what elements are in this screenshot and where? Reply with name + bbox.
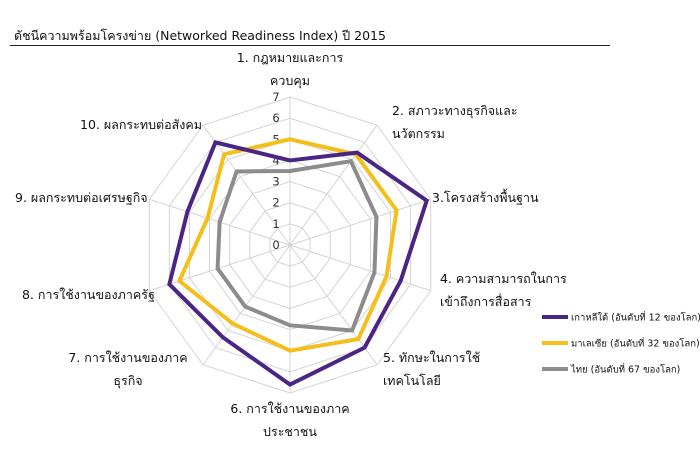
- grid-spoke: [289, 198, 431, 246]
- category-label: 9. ผลกระทบต่อเศรษฐกิจ: [15, 190, 148, 205]
- category-label: 1. กฎหมายและการควบคุม: [237, 50, 344, 89]
- category-label-line: 10. ผลกระทบต่อสังคม: [80, 117, 202, 132]
- category-label: 4. ความสามารถในการเข้าถึงการสื่อสาร: [440, 271, 567, 309]
- category-label-line: 4. ความสามารถในการ: [440, 271, 567, 286]
- category-label: 2. สภาวะทางธุรกิจและนวัตกรรม: [392, 103, 518, 141]
- category-label-line: เทคโนโลยี: [383, 373, 441, 388]
- legend-label: ไทย (อันดับที่ 67 ของโลก): [570, 363, 680, 376]
- grid-spoke: [202, 124, 291, 246]
- category-label-line: 3.โครงสร้างพื้นฐาน: [432, 188, 539, 205]
- tick-label: 7: [272, 90, 279, 104]
- category-label: 6. การใช้งานของภาคประชาชน: [230, 401, 349, 439]
- category-label: 5. ทักษะในการใช้เทคโนโลยี: [383, 350, 480, 388]
- tick-label: 4: [272, 153, 279, 167]
- category-labels: 1. กฎหมายและการควบคุม 2. สภาวะทางธุรกิจแล…: [15, 50, 567, 439]
- series-line: [167, 140, 430, 387]
- legend-label: เกาหลีใต้ (อันดับที่ 12 ของโลก): [571, 311, 700, 324]
- tick-label: 0: [272, 238, 279, 252]
- category-label-line: 7. การใช้งานของภาค: [68, 350, 187, 365]
- series-line: [215, 158, 379, 333]
- category-label-line: 6. การใช้งานของภาค: [230, 401, 349, 416]
- category-label-line: 1. กฎหมายและการ: [237, 50, 344, 65]
- radial-tick-labels: 0 1 2 3 4 5 6 7: [272, 90, 279, 252]
- grid-spoke: [289, 244, 431, 292]
- chart-title: ดัชนีความพร้อมโครงข่าย (Networked Readin…: [14, 28, 386, 43]
- legend: เกาหลีใต้ (อันดับที่ 12 ของโลก) มาเลเซีย …: [542, 311, 700, 376]
- tick-label: 6: [272, 111, 279, 125]
- category-label: 10. ผลกระทบต่อสังคม: [80, 117, 202, 132]
- category-label-line: 8. การใช้งานของภาครัฐ: [22, 287, 155, 302]
- tick-label: 3: [272, 175, 279, 189]
- category-label-line: 2. สภาวะทางธุรกิจและ: [392, 103, 518, 119]
- category-label-line: ประชาชน: [263, 424, 317, 439]
- radar-series: [167, 137, 430, 387]
- category-label: 7. การใช้งานของภาคธุรกิจ: [68, 350, 187, 389]
- category-label-line: นวัตกรรม: [392, 126, 445, 141]
- grid-spoke: [289, 124, 378, 246]
- grid-spoke: [202, 244, 291, 366]
- category-label-line: ควบคุม: [270, 73, 310, 89]
- tick-label: 5: [272, 132, 279, 146]
- category-label-line: 5. ทักษะในการใช้: [383, 350, 480, 365]
- category-label-line: เข้าถึงการสื่อสาร: [440, 293, 532, 309]
- tick-label: 1: [272, 217, 279, 231]
- category-label: 3.โครงสร้างพื้นฐาน: [432, 188, 539, 205]
- tick-label: 2: [272, 196, 279, 210]
- category-label-line: ธุรกิจ: [113, 373, 142, 389]
- title-divider: [10, 45, 610, 46]
- category-label: 8. การใช้งานของภาครัฐ: [22, 287, 155, 302]
- category-label-line: 9. ผลกระทบต่อเศรษฐกิจ: [15, 190, 148, 205]
- series-line: [176, 137, 399, 353]
- grid-spoke: [289, 244, 378, 366]
- legend-label: มาเลเซีย (อันดับที่ 32 ของโลก): [571, 337, 700, 350]
